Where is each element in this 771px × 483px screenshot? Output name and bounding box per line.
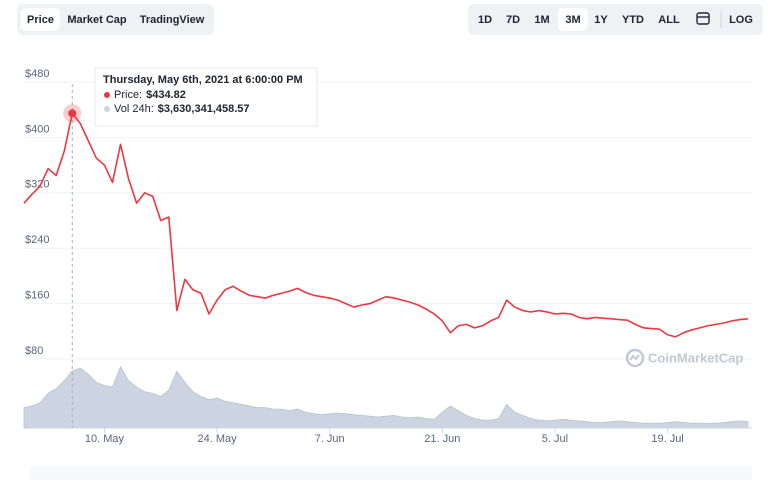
tooltip-box (94, 67, 318, 127)
tooltip-row: Price: $434.82 (114, 89, 186, 101)
tooltip-value: $3,630,341,458.57 (158, 103, 250, 115)
log-button[interactable]: LOG (729, 14, 753, 26)
hover-point (68, 109, 77, 118)
range-button[interactable]: 1D (478, 14, 492, 26)
tooltip-value: $434.82 (146, 89, 186, 101)
range-button[interactable]: ALL (658, 14, 680, 26)
x-tick-label: 24. May (197, 433, 237, 445)
range-button[interactable]: 3M (565, 14, 580, 26)
tab[interactable]: Price (27, 14, 54, 26)
tooltip-dot (104, 106, 110, 112)
x-tick-label: 10. May (85, 433, 125, 445)
y-tick-label: $160 (25, 290, 49, 302)
price-line (23, 112, 749, 338)
calendar-icon[interactable] (696, 12, 710, 25)
x-tick-label: 19. Jul (651, 433, 683, 445)
range-button[interactable]: 1Y (594, 14, 608, 26)
watermark-text: CoinMarketCap (648, 350, 743, 365)
y-tick-label: $80 (25, 345, 43, 357)
navigator (30, 466, 752, 480)
range-button[interactable]: YTD (622, 14, 644, 26)
x-tick-label: 7. Jun (315, 433, 345, 445)
x-tick-label: 21. Jun (424, 433, 460, 445)
range-active (558, 8, 588, 31)
volume-area (23, 365, 749, 429)
watermark: CoinMarketCap (625, 348, 743, 368)
tooltip-label: Price: (114, 89, 142, 101)
tooltip-dot (104, 92, 110, 98)
tooltip-title: Thursday, May 6th, 2021 at 6:00:00 PM (103, 74, 303, 86)
tooltip-label: Vol 24h: (114, 103, 154, 115)
tooltip-row: Vol 24h: $3,630,341,458.57 (114, 103, 250, 115)
y-tick-label: $480 (25, 68, 49, 80)
x-tick-label: 5. Jul (542, 433, 568, 445)
tab[interactable]: Market Cap (67, 14, 127, 26)
range-button[interactable]: 1M (534, 14, 549, 26)
calendar-body (696, 12, 710, 25)
tab-group (17, 4, 214, 35)
tab-active (21, 8, 60, 31)
range-group (468, 4, 763, 35)
range-button[interactable]: 7D (506, 14, 520, 26)
y-tick-label: $240 (25, 234, 49, 246)
tab[interactable]: TradingView (140, 14, 205, 26)
y-tick-label: $320 (25, 179, 49, 191)
y-tick-label: $400 (25, 123, 49, 135)
